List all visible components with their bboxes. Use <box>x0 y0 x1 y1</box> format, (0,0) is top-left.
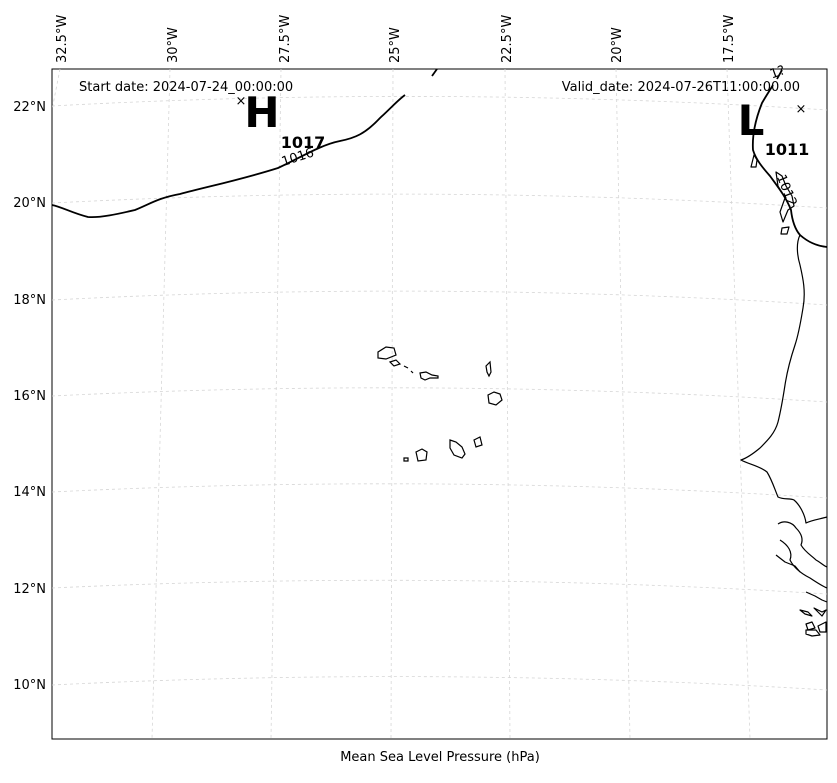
high-letter: H <box>244 88 279 137</box>
meridian-27-5w <box>270 68 282 740</box>
lon-label: 20°W <box>610 27 625 63</box>
valid-date-label: Valid_date: 2024-07-26T11:00:00.00 <box>562 80 800 95</box>
island-santa-luzia <box>403 365 409 369</box>
lon-label: 17.5°W <box>722 15 737 63</box>
island-santiago <box>449 439 466 459</box>
island-santo-antao <box>377 346 397 360</box>
lon-label: 25°W <box>388 27 403 63</box>
cape-verde-islands <box>377 346 503 462</box>
island-maio <box>473 436 483 448</box>
high-value: 1017 <box>281 133 326 152</box>
island-islet <box>410 370 414 374</box>
low-center-marker: × <box>796 102 807 117</box>
longitude-labels: 32.5°W 30°W 27.5°W 25°W 22.5°W 20°W 17.5… <box>55 15 737 63</box>
map-caption: Mean Sea Level Pressure (hPa) <box>340 750 540 765</box>
low-value: 1011 <box>765 140 810 159</box>
lat-label: 10°N <box>13 678 46 693</box>
latitude-labels: 22°N 20°N 18°N 16°N 14°N 12°N 10°N <box>13 100 46 693</box>
island-sao-vicente <box>388 359 402 367</box>
isobar-1016 <box>51 94 406 219</box>
meridian-17-5w <box>726 68 751 740</box>
lon-label: 32.5°W <box>55 15 70 63</box>
lat-label: 16°N <box>13 389 46 404</box>
isobar-1012-top <box>776 69 783 80</box>
island-fogo <box>415 448 428 462</box>
parallel-10n <box>51 676 828 691</box>
island-boa-vista <box>487 391 503 406</box>
meridian-25w <box>390 68 394 740</box>
coastline <box>740 154 828 637</box>
meridian-20w <box>615 68 631 740</box>
meridian-32-5w <box>51 68 61 111</box>
lat-label: 22°N <box>13 100 46 115</box>
island-brava <box>403 457 409 462</box>
map-frame <box>51 68 828 740</box>
lon-label: 27.5°W <box>278 15 293 63</box>
parallel-22n <box>51 96 828 111</box>
lon-label: 30°W <box>166 27 181 63</box>
parallel-18n <box>51 290 828 306</box>
lat-label: 18°N <box>13 293 46 308</box>
parallel-16n <box>51 387 828 403</box>
meridian-30w <box>151 68 171 740</box>
lat-label: 20°N <box>13 196 46 211</box>
lon-label: 22.5°W <box>500 15 515 63</box>
meridian-22-5w <box>504 68 511 740</box>
island-sal <box>485 360 492 378</box>
lat-label: 14°N <box>13 485 46 500</box>
island-sao-nicolau <box>419 371 439 381</box>
parallel-14n <box>51 483 828 499</box>
isobar-1016-top <box>431 68 438 77</box>
isobar-label-partial: 1? <box>768 63 787 82</box>
high-center-marker: × <box>236 94 247 109</box>
low-letter: L <box>738 96 765 145</box>
start-date-label: Start date: 2024-07-24_00:00:00 <box>79 80 293 95</box>
parallel-12n <box>51 579 828 595</box>
lat-label: 12°N <box>13 582 46 597</box>
